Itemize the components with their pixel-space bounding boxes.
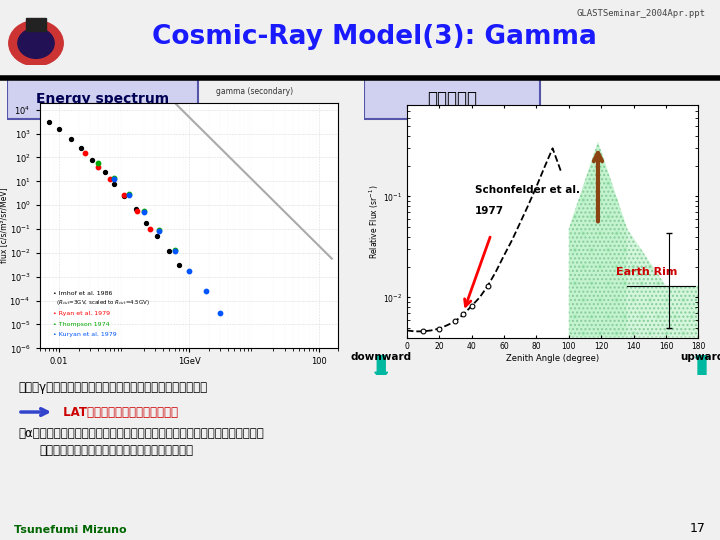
Point <box>200 287 212 295</box>
FancyArrow shape <box>374 355 387 380</box>
Point <box>140 219 152 227</box>
Point <box>138 207 149 215</box>
Point <box>215 309 226 318</box>
Text: GLASTSeminar_2004Apr.ppt: GLASTSeminar_2004Apr.ppt <box>577 9 706 18</box>
Text: upward: upward <box>680 353 720 362</box>
Point <box>138 208 149 217</box>
Point <box>118 190 130 199</box>
FancyBboxPatch shape <box>364 78 540 119</box>
Point <box>151 232 163 240</box>
Point <box>99 167 110 176</box>
Point <box>108 179 120 188</box>
Text: Tsunefumi Mizuno: Tsunefumi Mizuno <box>14 524 127 535</box>
Circle shape <box>9 21 63 66</box>
Point <box>417 327 428 336</box>
Point <box>79 149 91 158</box>
Point <box>86 156 98 164</box>
Y-axis label: Relative Flux (sr$^{-1}$): Relative Flux (sr$^{-1}$) <box>368 184 382 259</box>
Text: gamma (secondary): gamma (secondary) <box>215 87 293 96</box>
Text: Schonfelder et al.: Schonfelder et al. <box>475 185 580 195</box>
Text: downward: downward <box>351 353 411 362</box>
Point <box>482 281 494 290</box>
Point <box>76 144 87 152</box>
Text: Cosmic-Ray Model(3): Gamma: Cosmic-Ray Model(3): Gamma <box>152 24 597 50</box>
X-axis label: Zenith Angle (degree): Zenith Angle (degree) <box>506 354 599 363</box>
Text: 詳細に比較し、フラックス、角度分布を調べる。: 詳細に比較し、フラックス、角度分布を調べる。 <box>40 444 194 457</box>
Point <box>466 302 477 310</box>
Point <box>144 225 156 233</box>
Point <box>458 310 469 319</box>
Text: • Ryan et al. 1979: • Ryan et al. 1979 <box>53 311 110 316</box>
Point <box>174 261 185 269</box>
Point <box>132 207 143 215</box>
FancyArrow shape <box>696 350 708 375</box>
Point <box>153 226 165 234</box>
Point <box>449 317 461 326</box>
Text: LATのプロトタイプで確認する。: LATのプロトタイプで確認する。 <box>59 406 178 419</box>
Text: 大気γ(upward): 大気γ(upward) <box>173 149 279 164</box>
Point <box>183 266 194 275</box>
Point <box>168 246 180 254</box>
Text: 天頂角分布: 天頂角分布 <box>427 90 477 107</box>
Point <box>108 173 120 182</box>
Text: 1977: 1977 <box>475 206 504 216</box>
Point <box>53 125 65 134</box>
Point <box>104 175 115 184</box>
Circle shape <box>18 28 54 58</box>
Y-axis label: flux [c/s/m²/sr/MeV]: flux [c/s/m²/sr/MeV] <box>0 187 8 264</box>
Text: • Thompson 1974: • Thompson 1974 <box>53 321 109 327</box>
Point <box>123 190 135 198</box>
Text: Energy spectrum: Energy spectrum <box>36 91 169 105</box>
Text: 17: 17 <box>690 522 706 535</box>
Text: ($R_{cut}$=3GV, scaled to $R_{cut}$=4.5GV): ($R_{cut}$=3GV, scaled to $R_{cut}$=4.5G… <box>53 298 150 307</box>
Point <box>118 191 130 200</box>
Text: • Imhof et al. 1986: • Imhof et al. 1986 <box>53 291 112 295</box>
Point <box>163 247 175 255</box>
Point <box>153 227 165 235</box>
Point <box>108 175 120 184</box>
Point <box>92 163 104 171</box>
Text: ・α線、電子陽電子、ミュー粒子についても観測をもとにモデル化。データと: ・α線、電子陽電子、ミュー粒子についても観測をもとにモデル化。データと <box>18 427 264 440</box>
Text: • Kuryan et al. 1979: • Kuryan et al. 1979 <box>53 332 117 338</box>
Text: Earth Rim: Earth Rim <box>616 267 678 276</box>
Point <box>92 158 104 167</box>
Bar <box>27 18 46 31</box>
FancyBboxPatch shape <box>7 78 198 119</box>
Point <box>168 247 180 255</box>
Point <box>130 205 141 213</box>
Text: ・大気γのフラックス、角度分布はほとんど分かっていない: ・大気γのフラックス、角度分布はほとんど分かっていない <box>18 381 207 394</box>
Point <box>43 118 55 126</box>
Point <box>123 190 135 199</box>
Point <box>433 325 445 333</box>
Point <box>65 134 76 143</box>
